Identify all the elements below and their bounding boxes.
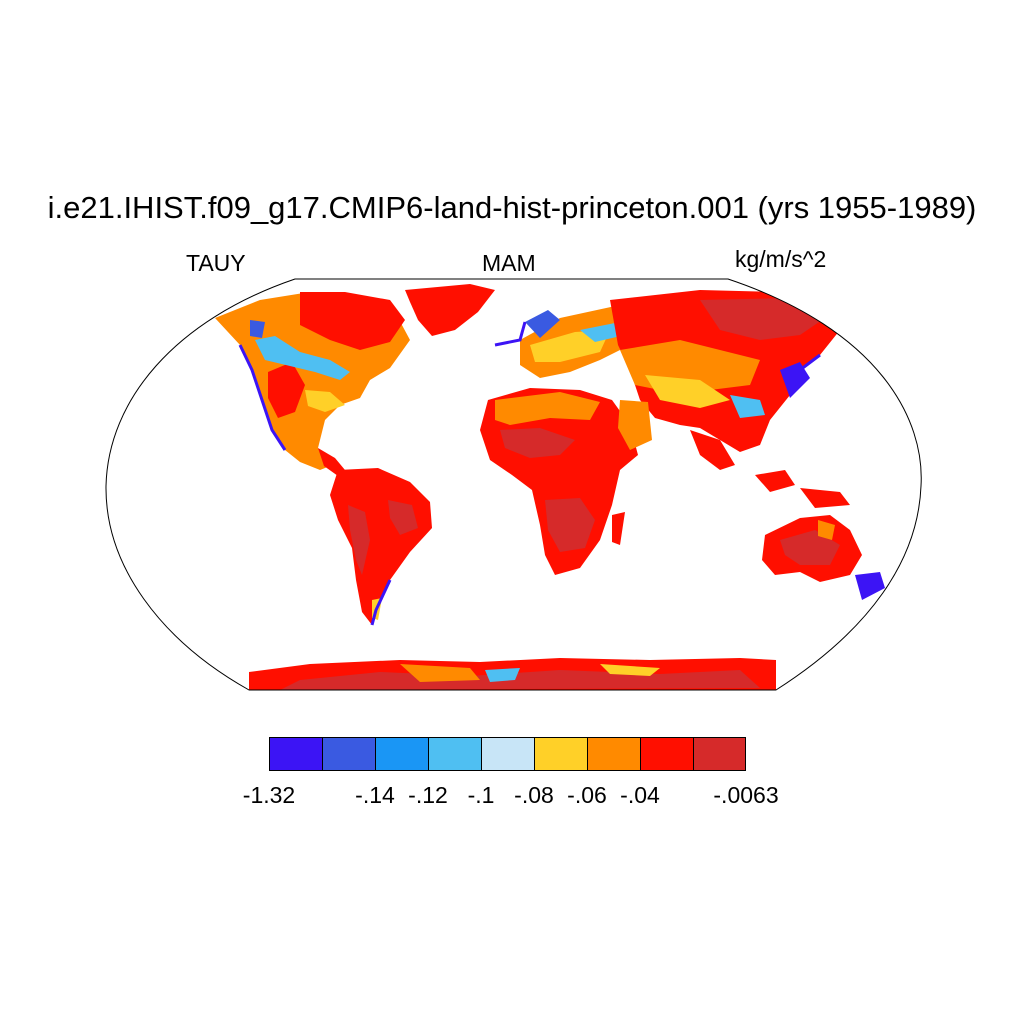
plot-title: i.e21.IHIST.f09_g17.CMIP6-land-hist-prin…: [47, 190, 977, 225]
colorbar-tick-label: -.1: [467, 782, 495, 808]
land-fields: [215, 284, 885, 690]
colorbar-tick-label: -.06: [567, 782, 607, 808]
greenland: [405, 284, 495, 336]
colorbar-box: [269, 737, 322, 771]
colorbar-box: [693, 737, 746, 771]
colorbar-tick-label: -.0063: [713, 782, 779, 808]
colorbar-box: [375, 737, 428, 771]
central-america: [318, 448, 345, 476]
units-label: kg/m/s^2: [735, 246, 827, 272]
colorbar-box: [534, 737, 587, 771]
colorbar-tick-label: -.04: [620, 782, 660, 808]
colorbar-box: [587, 737, 640, 771]
map-border: [105, 278, 922, 691]
colorbar-box: [322, 737, 375, 771]
variable-label: TAUY: [186, 250, 246, 276]
season-label: MAM: [482, 250, 536, 276]
colorbar: [269, 737, 746, 771]
colorbar-tick-label: -1.32: [242, 782, 296, 808]
colorbar-box: [640, 737, 693, 771]
colorbar-tick-label: -.12: [408, 782, 448, 808]
colorbar-tick-label: -.08: [514, 782, 554, 808]
colorbar-box: [481, 737, 534, 771]
colorbar-tick-label: -.14: [355, 782, 395, 808]
colorbar-box: [428, 737, 481, 771]
